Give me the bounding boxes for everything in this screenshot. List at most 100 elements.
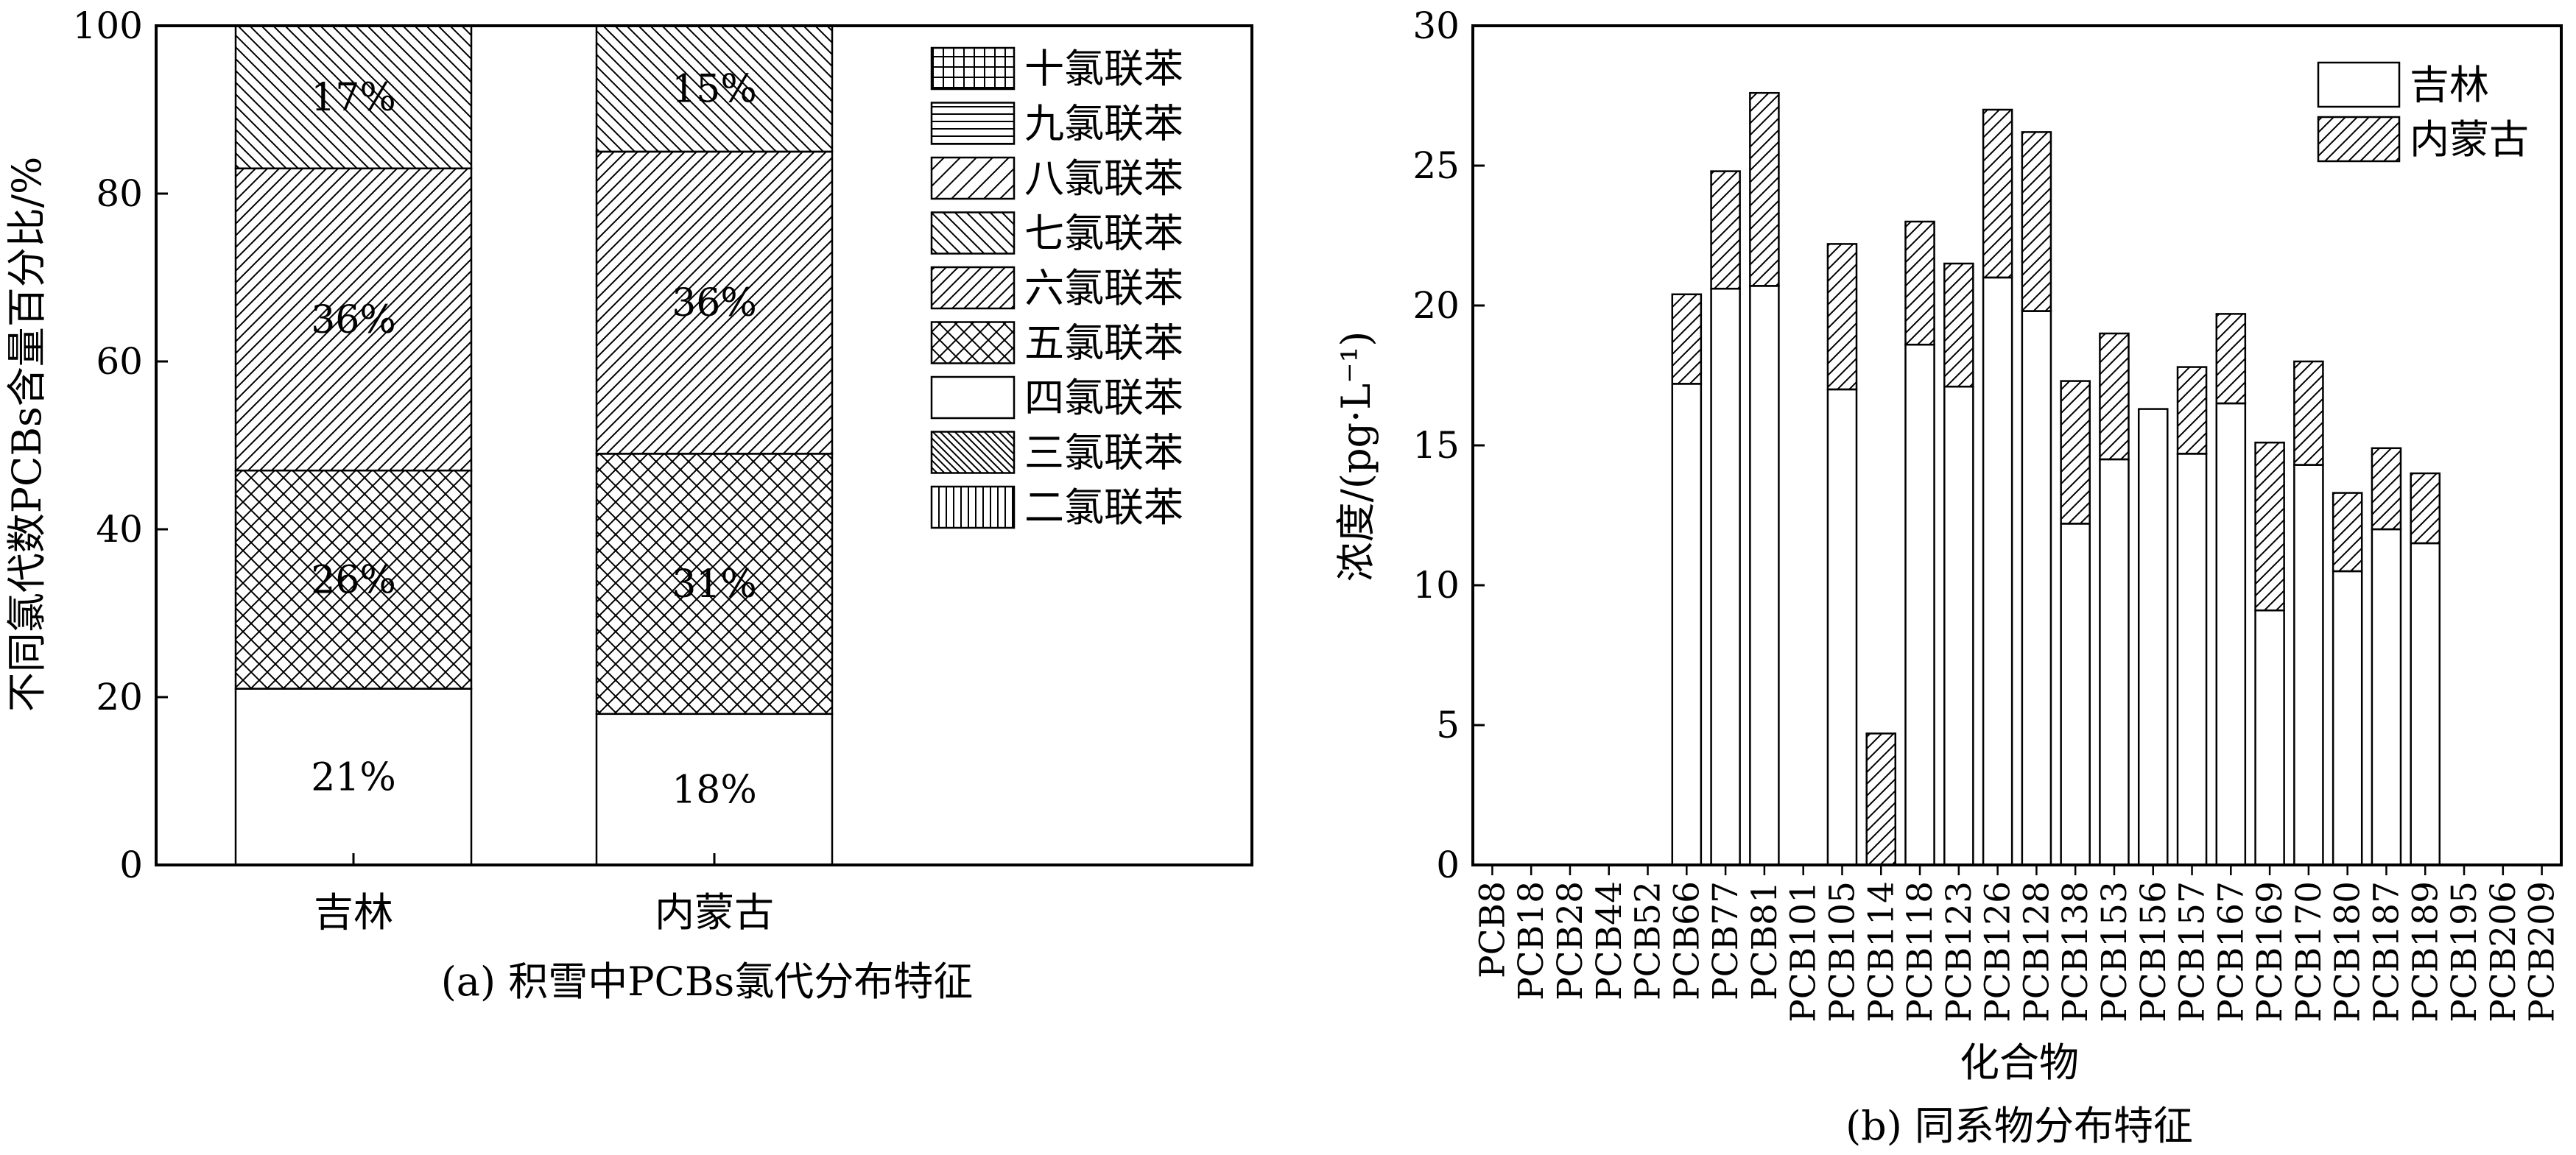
panel-b-bar-segment [1710,170,1741,290]
panel-b-y-tick-label: 15 [1412,424,1460,467]
panel-b-x-axis-title: 化合物 [1960,1039,2079,1086]
panel-b-x-tick-label: PCB153 [2094,881,2135,1022]
panel-a-legend-label: 十氯联苯 [1024,46,1183,92]
panel-a-plot-frame [155,24,1253,866]
panel-a-segment-label: 17% [311,76,396,120]
panel-b-x-tick-label: PCB187 [2366,881,2407,1022]
panel-b-y-tick-label: 10 [1412,564,1460,607]
panel-b-x-tick-label: PCB66 [1667,881,1707,1000]
panel-a-y-tick-label: 100 [73,4,143,47]
panel-a-segment-label: 26% [311,558,396,602]
panel-a-bar-segment [234,688,473,866]
panel-b-bar-segment [2215,402,2247,866]
panel-b-x-tick-label: PCB118 [1900,881,1940,1022]
panel-b-x-tick-label: PCB123 [1939,881,1979,1022]
panel-b-legend-label: 内蒙古 [2410,116,2529,163]
panel-b-bar-segment [2176,366,2208,455]
panel-b-bar-segment [1943,262,1974,388]
panel-b-x-tick-label: PCB138 [2055,881,2096,1022]
panel-a-segment-label: 31% [672,562,757,607]
panel-b-bar-segment [1826,388,1858,866]
panel-a-category-label-neimenggu: 内蒙古 [655,889,774,936]
panel-a-segment-label: 15% [672,68,757,112]
panel-b-bar-segment [2254,441,2285,612]
panel-a-bar-segment [234,24,473,170]
panel-b-bar-segment [1982,108,2013,279]
panel-b-x-tick-label: PCB169 [2250,881,2290,1022]
panel-b-bar-segment [2293,464,2324,866]
panel-b-caption: (b) 同系物分布特征 [1845,1103,2193,1149]
panel-b-x-tick-label: PCB206 [2483,881,2524,1022]
panel-b-bar-segment [2060,380,2091,525]
panel-a-legend-label: 五氯联苯 [1024,320,1183,367]
panel-a-y-tick-label: 80 [96,172,143,215]
panel-a-legend-swatch [930,266,1016,310]
panel-b-bar-segment [2137,408,2169,866]
panel-b-bar-segment [1671,383,1703,866]
panel-b-x-tick-label: PCB195 [2444,881,2485,1022]
panel-a-legend-label: 九氯联苯 [1024,101,1183,147]
panel-a-segment-label: 21% [311,755,396,799]
panel-b-bar-segment [2293,360,2324,466]
panel-a-legend-label: 八氯联苯 [1024,155,1183,202]
panel-b-x-tick-label: PCB28 [1550,881,1591,1000]
panel-a-legend-swatch [930,211,1016,255]
panel-b-bar-segment [2371,447,2402,531]
panel-b-x-tick-label: PCB105 [1822,881,1862,1022]
panel-b-x-tick-label: PCB209 [2522,881,2563,1022]
panel-b-bar-segment [1749,91,1780,287]
panel-b-bar-segment [2254,609,2285,866]
panel-a-legend-swatch [930,485,1016,529]
panel-a-legend-swatch [930,156,1016,200]
panel-a-bar-segment [595,150,834,455]
panel-b-chart: 浓度/(pg·L⁻¹) 化合物 (b) 同系物分布特征 PCB8PCB18PCB… [1333,4,2563,1149]
panel-b-bar-segment [2021,131,2052,312]
panel-a-y-tick-label: 20 [96,676,143,718]
panel-b-bar-segment [1710,287,1741,866]
panel-a-bar-segment [595,24,834,153]
panel-b-x-tick-label: PCB18 [1511,881,1552,1000]
panel-b-bar-segment [2410,542,2441,866]
panel-b-bar-segment [1749,285,1780,866]
panel-b-x-tick-label: PCB170 [2289,881,2329,1022]
panel-b-bar-segment [2099,332,2130,461]
panel-b-x-tick-label: PCB157 [2172,881,2213,1022]
panel-b-x-tick-label: PCB126 [1978,881,2019,1022]
panel-b-bar-segment [2410,472,2441,545]
panel-b-x-tick-label: PCB77 [1706,881,1746,1000]
panel-a-y-tick-label: 40 [96,508,143,551]
panel-a-legend-label: 七氯联苯 [1024,211,1183,257]
panel-b-bar-segment [2332,570,2363,866]
panel-b-y-tick-label: 30 [1412,4,1460,47]
panel-a-segment-label: 18% [672,768,757,812]
panel-a-segment-label: 36% [311,298,396,342]
panel-b-x-tick-label: PCB8 [1472,881,1513,978]
panel-a-legend-label: 六氯联苯 [1024,265,1183,311]
panel-b-bar-segment [1904,343,1935,866]
panel-a-category-label-jilin: 吉林 [314,889,393,936]
panel-b-y-tick-label: 20 [1412,284,1460,327]
panel-b-x-tick-label: PCB52 [1628,881,1669,1000]
panel-b-bar-segment [2215,313,2247,405]
panel-b-x-tick-label: PCB81 [1745,881,1785,1000]
panel-b-y-tick-label: 0 [1436,844,1460,886]
panel-a-y-axis-title: 不同氯代数PCBs含量百分比/% [4,157,50,713]
panel-b-x-tick-label: PCB156 [2133,881,2174,1022]
panel-b-bar-segment [2021,310,2052,866]
panel-b-x-tick-label: PCB101 [1784,881,1824,1022]
panel-b-bar-segment [1904,220,1935,346]
panel-b-bar-segment [2060,523,2091,866]
panel-a-y-tick-label: 0 [119,844,143,886]
panel-a-legend-label: 二氯联苯 [1024,484,1183,531]
panel-b-y-tick-label: 5 [1436,704,1460,746]
panel-b-x-tick-label: PCB180 [2328,881,2368,1022]
panel-a-caption: (a) 积雪中PCBs氯代分布特征 [441,958,974,1005]
panel-b-x-tick-label: PCB167 [2211,881,2251,1022]
panel-a-legend-swatch [930,321,1016,364]
panel-b-bar-segment [1982,276,2013,866]
panel-b-bar-segment [1826,243,1858,391]
panel-b-bar-segment [2371,528,2402,866]
